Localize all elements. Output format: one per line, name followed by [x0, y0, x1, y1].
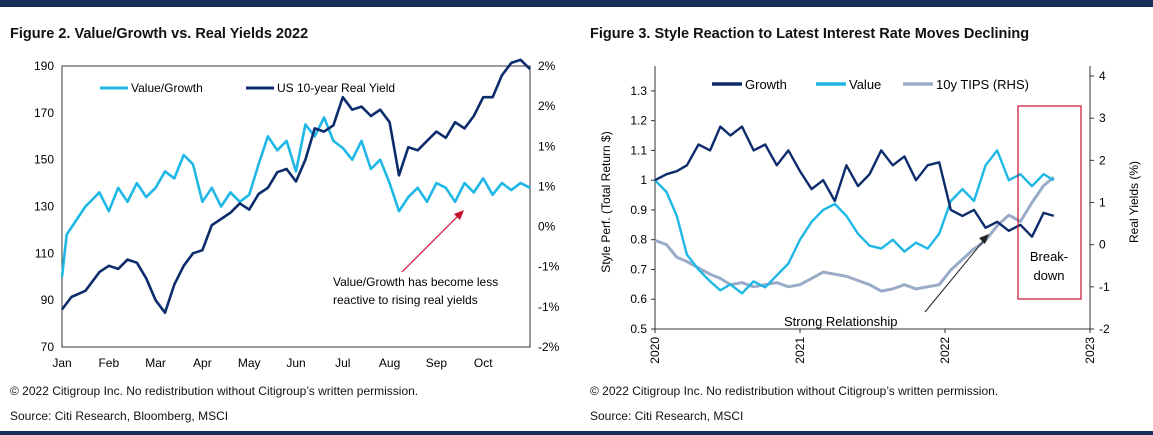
y-right-tick-label: 1%	[538, 139, 556, 153]
y-right-tick-label: 0%	[538, 220, 556, 234]
figure-3-panel: Figure 3. Style Reaction to Latest Inter…	[590, 14, 1150, 431]
y-left-tick-label: 1.1	[630, 143, 647, 157]
breakdown-label-line-2: down	[1033, 268, 1064, 283]
x-tick-label: 2020	[648, 337, 662, 364]
figure-2-panel: Figure 2. Value/Growth vs. Real Yields 2…	[10, 14, 570, 431]
annotation-line-1: Value/Growth has become less	[333, 275, 498, 289]
series-value-growth-line	[60, 116, 531, 277]
figure-3-chart: 1.3 1.2 1.1 1 0.9 0.8 0.7 0.6 0.5 4 3 2 1 0 -1 -2 2020 20…	[599, 66, 1141, 364]
y-left-tick-label: 0.8	[630, 233, 647, 247]
figure-2-title: Figure 2. Value/Growth vs. Real Yields 2…	[10, 26, 309, 42]
y-right-tick-label: -1	[1099, 280, 1110, 294]
annotation-arrow-shaft	[924, 238, 986, 313]
y-left-tick-label: 70	[41, 340, 55, 354]
y-right-tick-label: 2%	[538, 99, 556, 113]
annotation-arrow-shaft	[401, 213, 461, 273]
y-right-tick-label: 0	[1099, 238, 1106, 252]
legend-growth-label: Growth	[745, 77, 787, 92]
x-tick-label: Feb	[98, 356, 119, 370]
x-tick-label: Apr	[193, 356, 212, 370]
y-left-tick-label: 170	[34, 106, 54, 120]
x-tick-label: Sep	[426, 356, 448, 370]
series-tips-line	[654, 176, 1055, 293]
figure-3-title: Figure 3. Style Reaction to Latest Inter…	[590, 26, 1030, 42]
y-right-tick-label: -2%	[538, 340, 560, 354]
annotation-arrow-head	[454, 210, 464, 220]
y-left-tick-label: 0.9	[630, 203, 647, 217]
x-tick-label: Jul	[335, 356, 350, 370]
y-right-tick-label: -2	[1099, 322, 1110, 336]
y-left-tick-label: 110	[35, 246, 54, 260]
annotation-arrow-head	[979, 234, 989, 244]
y-left-tick-label: 1.3	[630, 84, 647, 98]
figure-3-copyright: © 2022 Citigroup Inc. No redistribution …	[590, 384, 999, 398]
breakdown-box	[1017, 105, 1082, 300]
figure-2-copyright: © 2022 Citigroup Inc. No redistribution …	[10, 384, 419, 398]
legend-real-yield-label: US 10-year Real Yield	[277, 81, 395, 95]
series-growth-line	[654, 125, 1055, 238]
y-right-tick-label: -1%	[538, 260, 560, 274]
y-right-tick-label: 2%	[538, 59, 556, 73]
x-tick-label: Jan	[52, 356, 71, 370]
x-tick-label: Aug	[379, 356, 400, 370]
top-rule	[0, 0, 1153, 7]
legend-value-label: Value	[849, 77, 881, 92]
y-left-axis-label: Style Perf. (Total Return $)	[599, 131, 613, 272]
y-right-tick-label: 3	[1099, 111, 1106, 125]
x-tick-label: 2022	[938, 337, 952, 364]
bottom-rule	[0, 431, 1153, 435]
x-tick-label: 2021	[793, 337, 807, 364]
annotation-line-2: reactive to rising real yields	[333, 293, 478, 307]
y-left-tick-label: 0.5	[630, 322, 647, 336]
breakdown-label-line-1: Break-	[1030, 249, 1068, 264]
plot-frame	[61, 65, 531, 348]
y-right-tick-label: 2	[1099, 153, 1106, 167]
x-tick-label: Jun	[286, 356, 305, 370]
y-left-tick-label: 1	[640, 173, 647, 187]
figure-3-source: Source: Citi Research, MSCI	[590, 409, 744, 423]
y-left-tick-label: 130	[34, 200, 54, 214]
legend-value-growth-label: Value/Growth	[131, 81, 203, 95]
y-left-tick-label: 90	[41, 293, 55, 307]
y-left-tick-label: 0.7	[630, 262, 647, 276]
legend-tips-label: 10y TIPS (RHS)	[936, 77, 1029, 92]
y-right-tick-label: 1%	[538, 179, 556, 193]
y-right-tick-label: 4	[1099, 69, 1106, 83]
y-left-tick-label: 1.2	[630, 114, 647, 128]
figure-2-source: Source: Citi Research, Bloomberg, MSCI	[10, 409, 229, 423]
y-right-tick-label: -1%	[538, 300, 560, 314]
y-left-tick-label: 0.6	[630, 292, 647, 306]
series-value-line	[654, 149, 1055, 295]
figure-2-chart: 190 170 150 130 110 90 70 2% 2% 1% 1% 0% -1% -1% -2% Ja…	[34, 58, 560, 370]
x-tick-label: 2023	[1083, 337, 1097, 364]
annotation-strong-relationship: Strong Relationship	[784, 314, 897, 329]
y-left-tick-label: 150	[34, 153, 54, 167]
series-real-yield-line	[60, 58, 531, 315]
x-tick-label: Oct	[474, 356, 493, 370]
y-left-tick-label: 190	[34, 59, 54, 73]
y-right-tick-label: 1	[1099, 196, 1106, 210]
y-right-axis-label: Real Yields (%)	[1127, 161, 1141, 243]
x-tick-label: May	[238, 356, 261, 370]
x-tick-label: Mar	[145, 356, 166, 370]
